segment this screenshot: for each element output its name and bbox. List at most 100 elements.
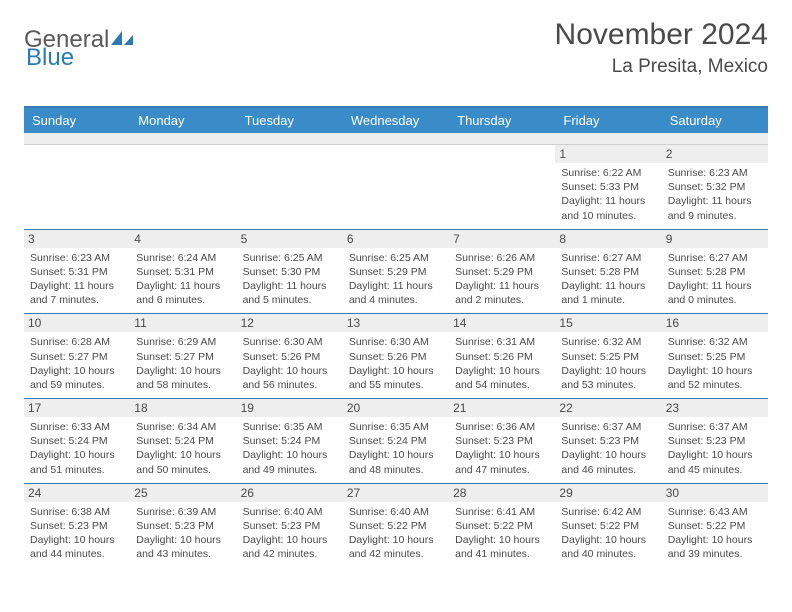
sunrise-text: Sunrise: 6:32 AM [668,335,762,349]
day-details: Sunrise: 6:40 AMSunset: 5:22 PMDaylight:… [349,505,443,562]
day-details: Sunrise: 6:29 AMSunset: 5:27 PMDaylight:… [136,335,230,392]
day-cell: 30Sunrise: 6:43 AMSunset: 5:22 PMDayligh… [662,484,768,568]
day-number: 9 [662,230,768,248]
daylight-text: Daylight: 10 hours and 55 minutes. [349,364,443,392]
daylight-text: Daylight: 10 hours and 58 minutes. [136,364,230,392]
sunset-text: Sunset: 5:28 PM [561,265,655,279]
sunrise-text: Sunrise: 6:22 AM [561,166,655,180]
daylight-text: Daylight: 11 hours and 1 minute. [561,279,655,307]
day-cell: 20Sunrise: 6:35 AMSunset: 5:24 PMDayligh… [343,399,449,483]
daylight-text: Daylight: 10 hours and 54 minutes. [455,364,549,392]
sunrise-text: Sunrise: 6:30 AM [349,335,443,349]
day-cell: 9Sunrise: 6:27 AMSunset: 5:28 PMDaylight… [662,230,768,314]
sunset-text: Sunset: 5:23 PM [561,434,655,448]
day-cell: 11Sunrise: 6:29 AMSunset: 5:27 PMDayligh… [130,314,236,398]
daylight-text: Daylight: 11 hours and 0 minutes. [668,279,762,307]
header: General November 2024 La Presita, Mexico [24,18,768,78]
dow-thursday: Thursday [449,108,555,133]
sunrise-text: Sunrise: 6:24 AM [136,251,230,265]
daylight-text: Daylight: 10 hours and 40 minutes. [561,533,655,561]
day-cell: 7Sunrise: 6:26 AMSunset: 5:29 PMDaylight… [449,230,555,314]
sunset-text: Sunset: 5:29 PM [455,265,549,279]
daylight-text: Daylight: 11 hours and 9 minutes. [668,194,762,222]
day-details: Sunrise: 6:26 AMSunset: 5:29 PMDaylight:… [455,251,549,308]
day-details: Sunrise: 6:22 AMSunset: 5:33 PMDaylight:… [561,166,655,223]
day-number: 25 [130,484,236,502]
day-details: Sunrise: 6:36 AMSunset: 5:23 PMDaylight:… [455,420,549,477]
day-details: Sunrise: 6:39 AMSunset: 5:23 PMDaylight:… [136,505,230,562]
day-number: 2 [662,145,768,163]
sunrise-text: Sunrise: 6:39 AM [136,505,230,519]
sunrise-text: Sunrise: 6:43 AM [668,505,762,519]
day-details: Sunrise: 6:31 AMSunset: 5:26 PMDaylight:… [455,335,549,392]
sunrise-text: Sunrise: 6:27 AM [561,251,655,265]
empty-cell [343,145,449,229]
sunrise-text: Sunrise: 6:26 AM [455,251,549,265]
sunset-text: Sunset: 5:31 PM [30,265,124,279]
sunrise-text: Sunrise: 6:33 AM [30,420,124,434]
day-cell: 12Sunrise: 6:30 AMSunset: 5:26 PMDayligh… [237,314,343,398]
sunrise-text: Sunrise: 6:36 AM [455,420,549,434]
day-number: 1 [555,145,661,163]
daylight-text: Daylight: 10 hours and 50 minutes. [136,448,230,476]
sunrise-text: Sunrise: 6:40 AM [243,505,337,519]
day-details: Sunrise: 6:32 AMSunset: 5:25 PMDaylight:… [668,335,762,392]
daylight-text: Daylight: 10 hours and 43 minutes. [136,533,230,561]
day-cell: 2Sunrise: 6:23 AMSunset: 5:32 PMDaylight… [662,145,768,229]
day-number: 14 [449,314,555,332]
day-number: 16 [662,314,768,332]
sunrise-text: Sunrise: 6:29 AM [136,335,230,349]
day-cell: 17Sunrise: 6:33 AMSunset: 5:24 PMDayligh… [24,399,130,483]
day-number: 24 [24,484,130,502]
day-cell: 15Sunrise: 6:32 AMSunset: 5:25 PMDayligh… [555,314,661,398]
week-row: 3 Sunrise: 6:23 AMSunset: 5:31 PMDaylight… [24,229,768,314]
day-cell: 16 Sunrise: 6:32 AMSunset: 5:25 PMDayligh… [662,314,768,398]
sunset-text: Sunset: 5:23 PM [136,519,230,533]
day-details: Sunrise: 6:43 AMSunset: 5:22 PMDaylight:… [668,505,762,562]
day-cell: 19Sunrise: 6:35 AMSunset: 5:24 PMDayligh… [237,399,343,483]
dow-wednesday: Wednesday [343,108,449,133]
week-row: 17Sunrise: 6:33 AMSunset: 5:24 PMDayligh… [24,398,768,483]
daylight-text: Daylight: 10 hours and 48 minutes. [349,448,443,476]
daylight-text: Daylight: 10 hours and 44 minutes. [30,533,124,561]
day-cell: 23Sunrise: 6:37 AMSunset: 5:23 PMDayligh… [662,399,768,483]
day-cell: 1 Sunrise: 6:22 AMSunset: 5:33 PMDaylight… [555,145,661,229]
day-details: Sunrise: 6:40 AMSunset: 5:23 PMDaylight:… [243,505,337,562]
sunset-text: Sunset: 5:22 PM [561,519,655,533]
day-details: Sunrise: 6:24 AMSunset: 5:31 PMDaylight:… [136,251,230,308]
week-row: 1 Sunrise: 6:22 AMSunset: 5:33 PMDaylight… [24,145,768,229]
day-details: Sunrise: 6:23 AMSunset: 5:31 PMDaylight:… [30,251,124,308]
sunset-text: Sunset: 5:23 PM [243,519,337,533]
sunrise-text: Sunrise: 6:34 AM [136,420,230,434]
sunrise-text: Sunrise: 6:38 AM [30,505,124,519]
sunset-text: Sunset: 5:25 PM [668,350,762,364]
daylight-text: Daylight: 11 hours and 7 minutes. [30,279,124,307]
day-number: 19 [237,399,343,417]
daylight-text: Daylight: 10 hours and 39 minutes. [668,533,762,561]
dow-saturday: Saturday [662,108,768,133]
day-number: 12 [237,314,343,332]
sunset-text: Sunset: 5:22 PM [668,519,762,533]
day-details: Sunrise: 6:37 AMSunset: 5:23 PMDaylight:… [668,420,762,477]
sunrise-text: Sunrise: 6:32 AM [561,335,655,349]
empty-cell [24,145,130,229]
sunrise-text: Sunrise: 6:28 AM [30,335,124,349]
sunset-text: Sunset: 5:26 PM [243,350,337,364]
day-details: Sunrise: 6:25 AMSunset: 5:30 PMDaylight:… [243,251,337,308]
day-number: 18 [130,399,236,417]
day-cell: 6Sunrise: 6:25 AMSunset: 5:29 PMDaylight… [343,230,449,314]
location-subtitle: La Presita, Mexico [555,56,768,78]
sunset-text: Sunset: 5:24 PM [136,434,230,448]
calendar: SundayMondayTuesdayWednesdayThursdayFrid… [24,106,768,567]
title-block: November 2024 La Presita, Mexico [555,18,768,78]
day-number: 22 [555,399,661,417]
day-details: Sunrise: 6:38 AMSunset: 5:23 PMDaylight:… [30,505,124,562]
day-details: Sunrise: 6:34 AMSunset: 5:24 PMDaylight:… [136,420,230,477]
day-cell: 3 Sunrise: 6:23 AMSunset: 5:31 PMDaylight… [24,230,130,314]
sunset-text: Sunset: 5:25 PM [561,350,655,364]
sunset-text: Sunset: 5:22 PM [455,519,549,533]
day-details: Sunrise: 6:33 AMSunset: 5:24 PMDaylight:… [30,420,124,477]
day-number: 3 [24,230,130,248]
day-cell: 14 Sunrise: 6:31 AMSunset: 5:26 PMDayligh… [449,314,555,398]
sunset-text: Sunset: 5:26 PM [349,350,443,364]
